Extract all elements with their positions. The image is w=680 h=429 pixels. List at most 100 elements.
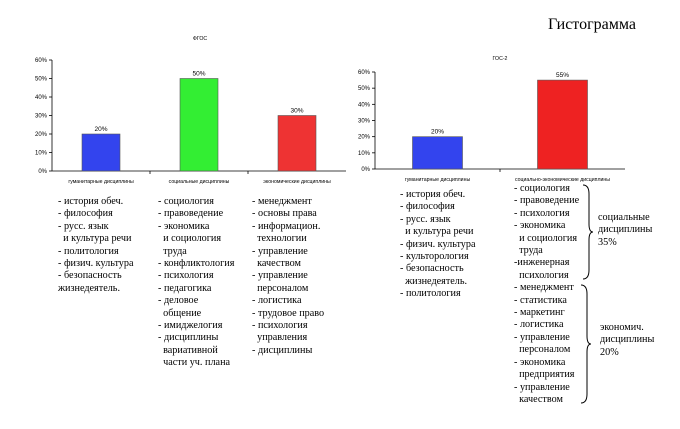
list-item: части уч. плана: [158, 357, 231, 369]
list-item: - статистика: [514, 294, 567, 306]
y-tick-label: 60%: [358, 70, 371, 76]
list-item: - история обеч.: [400, 189, 466, 200]
social-summary-label: социальные дисциплины 35%: [598, 212, 653, 248]
y-tick-label: 50%: [358, 86, 371, 92]
bar: [81, 133, 121, 172]
list-item: - правоведение: [158, 208, 224, 220]
list-item: - социология: [514, 183, 570, 194]
gos2-humanitarian-list: - история обеч. - философия - русс. язык и…: [400, 189, 476, 301]
list-item: - управление: [252, 245, 308, 257]
list-item: - психология: [158, 270, 214, 282]
category-label: социально-экономические дисциплины: [515, 177, 610, 183]
list-item: - безопасность: [400, 263, 464, 275]
list-item: психология: [514, 269, 569, 281]
list-item: вариативной: [158, 344, 218, 356]
category-label: социальные дисциплины: [169, 179, 230, 185]
list-item: и социология: [158, 233, 222, 245]
y-tick-label: 0%: [38, 169, 47, 175]
category-label: экономические дисциплины: [263, 179, 331, 185]
list-item: - философия: [58, 208, 113, 220]
y-tick-label: 20%: [358, 135, 371, 141]
list-item: - основы права: [252, 208, 317, 220]
list-item: - экономика: [514, 356, 566, 368]
y-tick-label: 50%: [35, 77, 48, 83]
bar-value-label: 20%: [431, 129, 444, 136]
category-label: гуманитарные дисциплины: [405, 177, 471, 183]
y-tick-label: 40%: [35, 95, 48, 101]
list-item: жизнедеятель.: [400, 275, 468, 287]
list-item: - экономика: [514, 220, 566, 232]
category-label: гуманитарные дисциплины: [68, 179, 134, 185]
y-tick-label: 20%: [35, 132, 48, 138]
list-item: и культура речи: [400, 226, 474, 238]
list-item: - управление: [514, 381, 570, 393]
bar: [179, 78, 219, 172]
list-item: качеством: [252, 258, 301, 270]
bar: [412, 136, 463, 170]
list-item: - безопасность: [58, 270, 122, 282]
list-item: - правоведение: [514, 195, 580, 207]
page-title: Гистограмма: [548, 16, 636, 33]
y-tick-label: 60%: [35, 58, 48, 64]
fgos-economic-list: - менеджмент - основы права - информацион.…: [252, 196, 324, 357]
list-item: - деловое: [158, 295, 199, 307]
list-item: - логистика: [514, 319, 564, 331]
y-tick-label: 0%: [361, 167, 370, 173]
bar-value-label: 20%: [94, 126, 107, 133]
list-item: жизнедеятель.: [58, 282, 120, 294]
list-item: труда: [514, 245, 543, 257]
list-item: - психология: [514, 207, 570, 219]
y-tick-label: 10%: [35, 151, 48, 157]
list-item: и социология: [514, 232, 578, 244]
list-item: -инженерная: [514, 257, 570, 269]
list-item: - экономика: [158, 220, 210, 232]
list-item: - физич. культура: [400, 238, 476, 250]
list-item: общение: [158, 307, 202, 319]
economic-brace: [580, 284, 592, 404]
list-item: - управление: [252, 270, 308, 282]
economic-summary-label: экономич. дисциплины 20%: [600, 322, 655, 358]
list-item: - физич. культура: [58, 258, 134, 270]
list-item: управления: [252, 332, 308, 344]
list-item: - дисциплины: [252, 344, 313, 356]
list-item: - педагогика: [158, 282, 212, 294]
y-tick-label: 30%: [35, 114, 48, 120]
fgos-social-list: - социология - правоведение - экономика и …: [158, 196, 234, 370]
y-tick-label: 10%: [358, 151, 371, 157]
list-item: - психология: [252, 320, 308, 332]
list-item: персоналом: [514, 344, 571, 356]
chart-title: ГОС-2: [493, 56, 508, 62]
list-item: - социология: [158, 196, 214, 207]
list-item: - логистика: [252, 295, 302, 307]
list-item: - трудовое право: [252, 307, 325, 319]
chart-title: ФГОС: [193, 36, 207, 42]
list-item: - русс. язык: [400, 213, 451, 225]
list-item: - маркетинг: [514, 307, 565, 319]
list-item: труда: [158, 245, 187, 257]
list-item: технологии: [252, 233, 307, 245]
list-item: предприятия: [514, 369, 575, 381]
list-item: - менеджмент: [252, 196, 312, 207]
list-item: - информацион.: [252, 220, 321, 232]
gos2-chart: ГОС-2 0% 10% 20% 30% 40% 50% 60% 20% гуманитарные…: [358, 56, 625, 183]
bar-value-label: 50%: [192, 71, 205, 78]
y-tick-label: 40%: [358, 102, 371, 108]
list-item: - управление: [514, 331, 570, 343]
list-item: - дисциплины: [158, 332, 219, 344]
y-tick-label: 30%: [358, 119, 371, 125]
list-item: - культорология: [400, 251, 469, 263]
list-item: качеством: [514, 393, 563, 405]
gos2-socioeconomic-list: - социология - правоведение - психология - …: [514, 183, 579, 406]
list-item: и культура речи: [58, 233, 132, 245]
fgos-chart: ФГОС 0% 10% 20% 30% 40% 50% 60% 20% гуманитарные …: [35, 36, 346, 185]
list-item: - менеджмент: [514, 282, 574, 294]
social-brace: [582, 184, 594, 280]
list-item: - политология: [58, 245, 119, 257]
list-item: - русс. язык: [58, 220, 109, 232]
list-item: - история обеч.: [58, 196, 124, 207]
bar-value-label: 55%: [556, 72, 569, 79]
fgos-humanitarian-list: - история обеч. - философия - русс. язык и…: [58, 196, 134, 295]
list-item: - философия: [400, 201, 455, 213]
list-item: - политология: [400, 288, 461, 300]
bar-value-label: 30%: [290, 108, 303, 115]
